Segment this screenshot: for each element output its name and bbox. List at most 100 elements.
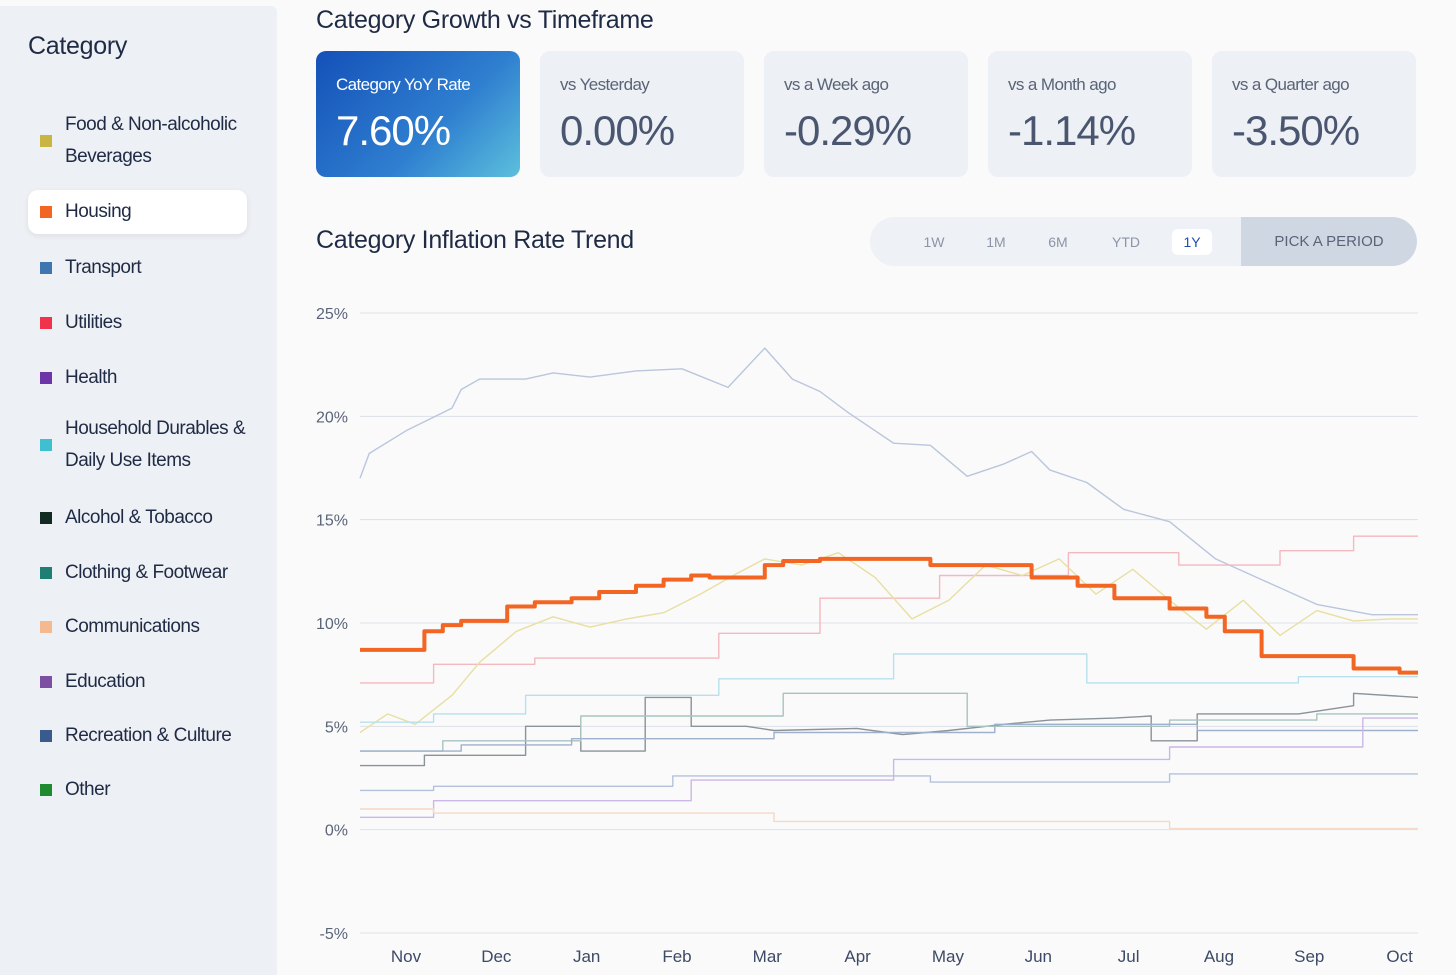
x-tick-label: Oct [1386, 947, 1413, 966]
series-line[interactable] [360, 535, 1418, 684]
category-label: Health [65, 362, 117, 394]
page-title: Category Growth vs Timeframe [316, 6, 654, 34]
category-item[interactable]: Recreation & Culture [28, 714, 247, 758]
card-value: -0.29% [784, 107, 912, 154]
growth-card[interactable]: vs a Quarter ago -3.50% [1212, 51, 1416, 177]
card-value: 0.00% [560, 107, 675, 154]
period-button[interactable]: 1Y [1172, 229, 1212, 255]
period-button[interactable]: 1M [986, 234, 1006, 250]
category-color-swatch [40, 135, 52, 147]
category-label: Food & Non-alcoholic Beverages [65, 109, 237, 173]
period-selector: 1W 1M 6M YTD 1Y PICK A PERIOD [870, 217, 1417, 266]
category-color-swatch [40, 567, 52, 579]
period-button[interactable]: YTD [1112, 234, 1140, 250]
category-label-line: Communications [65, 616, 200, 637]
series-line[interactable] [360, 692, 1419, 767]
card-label: vs a Week ago [784, 75, 889, 94]
category-label-line: Clothing & Footwear [65, 562, 228, 583]
category-item[interactable]: Health [28, 356, 247, 400]
category-color-swatch [40, 439, 52, 451]
category-item[interactable]: Communications [28, 605, 247, 649]
category-label: Alcohol & Tobacco [65, 502, 213, 534]
series-line[interactable] [360, 653, 1418, 723]
x-tick-label: Mar [753, 947, 783, 966]
chart-ticks: 25% 20% 15% 10% 5% 0% -5% Nov Dec Jan Feb Mar Apr May… [316, 306, 1413, 966]
category-item[interactable]: Utilities [28, 301, 247, 345]
category-color-swatch [40, 317, 52, 329]
period-button[interactable]: 6M [1048, 234, 1068, 250]
category-label: Household Durables & Daily Use Items [65, 413, 246, 477]
category-label-line: Education [65, 671, 146, 692]
growth-card[interactable]: vs a Week ago -0.29% [764, 51, 968, 177]
y-tick-label: 25% [316, 306, 348, 323]
category-color-swatch [40, 784, 52, 796]
x-tick-label: May [932, 947, 965, 966]
category-label-line: Health [65, 367, 117, 388]
category-item[interactable]: Transport [28, 246, 247, 290]
card-value: -3.50% [1232, 107, 1360, 154]
growth-card[interactable]: Category YoY Rate 7.60% [316, 51, 520, 177]
y-tick-label: 20% [316, 409, 348, 426]
x-tick-label: Apr [844, 947, 871, 966]
y-tick-label: 5% [325, 719, 348, 736]
category-label-line: Daily Use Items [65, 450, 191, 471]
x-tick-label: Jun [1025, 947, 1052, 966]
series-line[interactable] [360, 717, 1418, 818]
category-label: Recreation & Culture [65, 720, 232, 752]
category-color-swatch [40, 262, 52, 274]
category-item[interactable]: Household Durables & Daily Use Items [28, 411, 247, 479]
category-label-line: Transport [65, 257, 142, 278]
x-tick-label: Aug [1204, 947, 1234, 966]
chart-series [359, 347, 1419, 830]
series-line[interactable] [360, 723, 1418, 752]
category-label: Utilities [65, 307, 122, 339]
x-tick-label: Sep [1294, 947, 1324, 966]
category-label-line: Beverages [65, 146, 152, 167]
category-color-swatch [40, 372, 52, 384]
series-line[interactable] [359, 552, 1418, 734]
category-item[interactable]: Education [28, 660, 247, 704]
category-label: Other [65, 774, 111, 806]
x-tick-label: Jul [1118, 947, 1140, 966]
category-label-line: Housing [65, 201, 132, 222]
sidebar: Category Food & Non-alcoholic Beverages Ho… [0, 6, 277, 975]
inflation-trend-chart: 25% 20% 15% 10% 5% 0% -5% Nov Dec Jan Feb Mar Apr May… [316, 306, 1419, 966]
category-label-line: Utilities [65, 312, 122, 333]
category-item[interactable]: Housing [28, 190, 247, 234]
category-item[interactable]: Food & Non-alcoholic Beverages [28, 107, 247, 175]
x-tick-label: Jan [573, 947, 600, 966]
category-label: Transport [65, 252, 142, 284]
y-tick-label: 10% [316, 616, 348, 633]
category-label-line: Food & Non-alcoholic [65, 114, 237, 135]
card-label: vs a Month ago [1008, 75, 1116, 94]
card-label: vs Yesterday [560, 75, 650, 94]
category-color-swatch [40, 206, 52, 218]
category-item[interactable]: Clothing & Footwear [28, 551, 247, 595]
chart-grid [360, 312, 1418, 934]
period-button[interactable]: 1W [923, 234, 945, 250]
series-line-highlighted[interactable] [360, 556, 1418, 675]
series-line[interactable] [360, 773, 1418, 792]
pick-a-period-button[interactable]: PICK A PERIOD [1241, 217, 1417, 266]
series-line[interactable] [360, 692, 1418, 752]
category-label: Communications [65, 611, 200, 643]
y-tick-label: -5% [320, 926, 348, 943]
card-label: Category YoY Rate [336, 75, 471, 94]
category-item[interactable]: Other [28, 768, 247, 812]
x-tick-label: Feb [662, 947, 691, 966]
growth-card[interactable]: vs a Month ago -1.14% [988, 51, 1192, 177]
card-label: vs a Quarter ago [1232, 75, 1350, 94]
category-color-swatch [40, 676, 52, 688]
y-tick-label: 15% [316, 513, 348, 530]
series-line[interactable] [359, 347, 1418, 616]
category-item[interactable]: Alcohol & Tobacco [28, 496, 247, 540]
growth-card[interactable]: vs Yesterday 0.00% [540, 51, 744, 177]
series-line[interactable] [360, 808, 1418, 830]
category-label-line: Alcohol & Tobacco [65, 507, 213, 528]
x-tick-label: Dec [481, 947, 512, 966]
category-color-swatch [40, 730, 52, 742]
category-label-line: Other [65, 779, 111, 800]
category-color-swatch [40, 621, 52, 633]
category-color-swatch [40, 512, 52, 524]
category-label-line: Household Durables & [65, 418, 246, 439]
